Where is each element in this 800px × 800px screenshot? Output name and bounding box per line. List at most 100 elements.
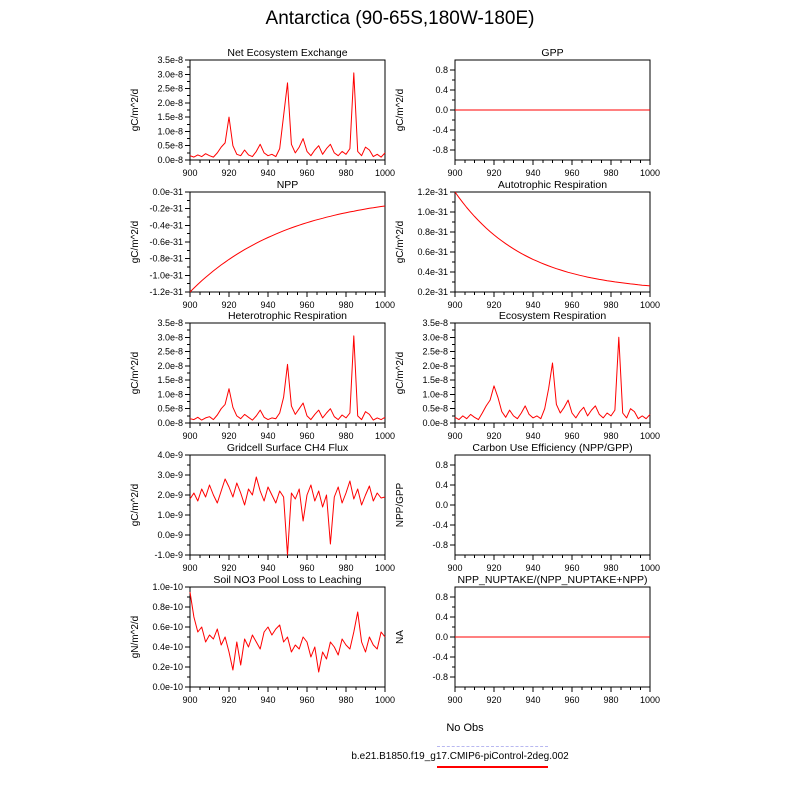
- legend-case-line: [437, 766, 548, 768]
- y-tick-label: 1.0e-8: [157, 389, 183, 399]
- y-tick-label: 0.8e-31: [417, 227, 448, 237]
- y-tick-label: 0.5e-8: [422, 404, 448, 414]
- chart-title: Heterotrophic Respiration: [228, 310, 347, 322]
- y-tick-label: 0.4: [435, 480, 448, 490]
- data-line: [189, 72, 386, 158]
- y-tick-label: 4.0e-9: [157, 450, 183, 460]
- chart-canvas: Ecosystem Respiration gC/m^2/d 900 920 940 96…: [395, 310, 660, 441]
- chart-canvas: Net Ecosystem Exchange gC/m^2/d 900 920 940 9…: [130, 47, 395, 178]
- y-tick-label: 0.0: [435, 500, 448, 510]
- x-tick-label: 980: [603, 300, 618, 310]
- y-tick-label: 3.0e-8: [157, 332, 183, 342]
- y-tick-label: 0.0: [435, 632, 448, 642]
- y-tick-label: 0.4e-31: [417, 267, 448, 277]
- x-tick-label: 940: [525, 300, 540, 310]
- x-tick-label: 900: [182, 431, 197, 441]
- y-tick-label: 0.4e-10: [152, 642, 183, 652]
- x-tick-label: 920: [221, 431, 236, 441]
- y-tick-label: 0.6e-31: [417, 247, 448, 257]
- chart-autotrophic-respiration: Autotrophic Respiration gC/m^2/d 900 920 940…: [375, 178, 675, 320]
- y-tick-label: -0.8: [432, 672, 448, 682]
- x-tick-label: 940: [260, 695, 275, 705]
- chart-title: Gridcell Surface CH4 Flux: [227, 442, 349, 454]
- y-tick-label: 3.5e-8: [422, 318, 448, 328]
- y-tick-label: 2.5e-8: [157, 84, 183, 94]
- y-tick-label: 0.0: [435, 105, 448, 115]
- y-tick-label: 3.0e-9: [157, 470, 183, 480]
- x-tick-label: 900: [182, 168, 197, 178]
- chart-title: NPP_NUPTAKE/(NPP_NUPTAKE+NPP): [457, 574, 647, 586]
- y-tick-label: 0.5e-8: [157, 141, 183, 151]
- x-tick-label: 1000: [375, 563, 395, 573]
- y-tick-label: 3.0e-8: [157, 69, 183, 79]
- y-axis-label: gC/m^2/d: [395, 221, 406, 264]
- x-tick-label: 960: [564, 168, 579, 178]
- y-axis-label: gC/m^2/d: [130, 484, 141, 527]
- chart-npp-nuptake-fraction: NPP_NUPTAKE/(NPP_NUPTAKE+NPP) NA 900 920 940…: [375, 573, 675, 715]
- x-tick-label: 980: [603, 168, 618, 178]
- y-tick-label: 0.0e-8: [157, 155, 183, 165]
- x-tick-label: 900: [182, 563, 197, 573]
- x-tick-label: 1000: [640, 563, 660, 573]
- x-tick-label: 1000: [640, 695, 660, 705]
- chart-canvas: Carbon Use Efficiency (NPP/GPP) NPP/GPP 90…: [395, 442, 660, 573]
- y-tick-label: 1.5e-8: [157, 375, 183, 385]
- x-tick-label: 920: [486, 695, 501, 705]
- x-tick-label: 940: [525, 431, 540, 441]
- legend-case-name: b.e21.B1850.f19_g17.CMIP6-piControl-2deg…: [351, 751, 569, 762]
- y-tick-label: 0.2e-10: [152, 662, 183, 672]
- x-tick-label: 1000: [375, 300, 395, 310]
- y-tick-label: 0.0e-9: [157, 530, 183, 540]
- x-tick-label: 940: [525, 695, 540, 705]
- y-tick-label: -1.2e-31: [149, 287, 183, 297]
- x-tick-label: 900: [182, 300, 197, 310]
- chart-canvas: GPP gC/m^2/d 900 920 940 960 980 1000 -0.8 -0.4 0.…: [395, 47, 660, 178]
- x-tick-label: 960: [564, 431, 579, 441]
- x-tick-label: 960: [299, 431, 314, 441]
- y-tick-label: -1.0e-31: [149, 270, 183, 280]
- x-tick-label: 960: [564, 563, 579, 573]
- y-axis-label: gC/m^2/d: [130, 352, 141, 395]
- y-tick-label: 0.8e-10: [152, 602, 183, 612]
- x-tick-label: 960: [299, 563, 314, 573]
- y-tick-label: -0.4e-31: [149, 220, 183, 230]
- y-tick-label: 1.0e-10: [152, 582, 183, 592]
- data-line: [454, 191, 651, 287]
- chart-soil-no3-pool-loss-leaching: Soil NO3 Pool Loss to Leaching gN/m^2/d 90…: [110, 573, 410, 715]
- chart-heterotrophic-respiration: Heterotrophic Respiration gC/m^2/d 900 920 9…: [110, 309, 410, 451]
- y-tick-label: 0.5e-8: [157, 404, 183, 414]
- data-line: [454, 336, 651, 421]
- x-tick-label: 1000: [375, 431, 395, 441]
- x-tick-label: 1000: [640, 300, 660, 310]
- x-tick-label: 980: [603, 563, 618, 573]
- chart-canvas: Heterotrophic Respiration gC/m^2/d 900 920 9…: [130, 310, 395, 441]
- x-tick-label: 920: [486, 300, 501, 310]
- x-tick-label: 980: [338, 563, 353, 573]
- y-axis-label: NPP/GPP: [395, 482, 406, 527]
- x-tick-label: 1000: [640, 168, 660, 178]
- chart-canvas: Soil NO3 Pool Loss to Leaching gN/m^2/d 90…: [130, 574, 395, 705]
- y-tick-label: 1.2e-31: [417, 187, 448, 197]
- y-axis-label: gC/m^2/d: [395, 89, 406, 132]
- y-tick-label: 0.0e-8: [157, 418, 183, 428]
- y-tick-label: 1.0e-8: [157, 126, 183, 136]
- x-tick-label: 960: [564, 695, 579, 705]
- chart-canvas: NPP_NUPTAKE/(NPP_NUPTAKE+NPP) NA 900 920 940…: [395, 574, 660, 705]
- x-tick-label: 920: [221, 300, 236, 310]
- y-tick-label: 0.8: [435, 592, 448, 602]
- x-tick-label: 940: [260, 563, 275, 573]
- y-tick-label: 1.0e-31: [417, 207, 448, 217]
- x-tick-label: 920: [486, 563, 501, 573]
- y-tick-label: -0.4: [432, 520, 448, 530]
- chart-title: Ecosystem Respiration: [499, 310, 607, 322]
- x-tick-label: 900: [447, 695, 462, 705]
- y-tick-label: 1.0e-8: [422, 389, 448, 399]
- x-tick-label: 900: [447, 300, 462, 310]
- y-tick-label: -1.0e-9: [154, 550, 183, 560]
- legend-no-obs-label: No Obs: [446, 722, 484, 734]
- y-tick-label: 1.5e-8: [422, 375, 448, 385]
- chart-title: NPP: [277, 179, 299, 191]
- x-tick-label: 900: [447, 431, 462, 441]
- x-tick-label: 1000: [640, 431, 660, 441]
- chart-gridcell-surface-ch4-flux: Gridcell Surface CH4 Flux gC/m^2/d 900 920 9…: [110, 441, 410, 583]
